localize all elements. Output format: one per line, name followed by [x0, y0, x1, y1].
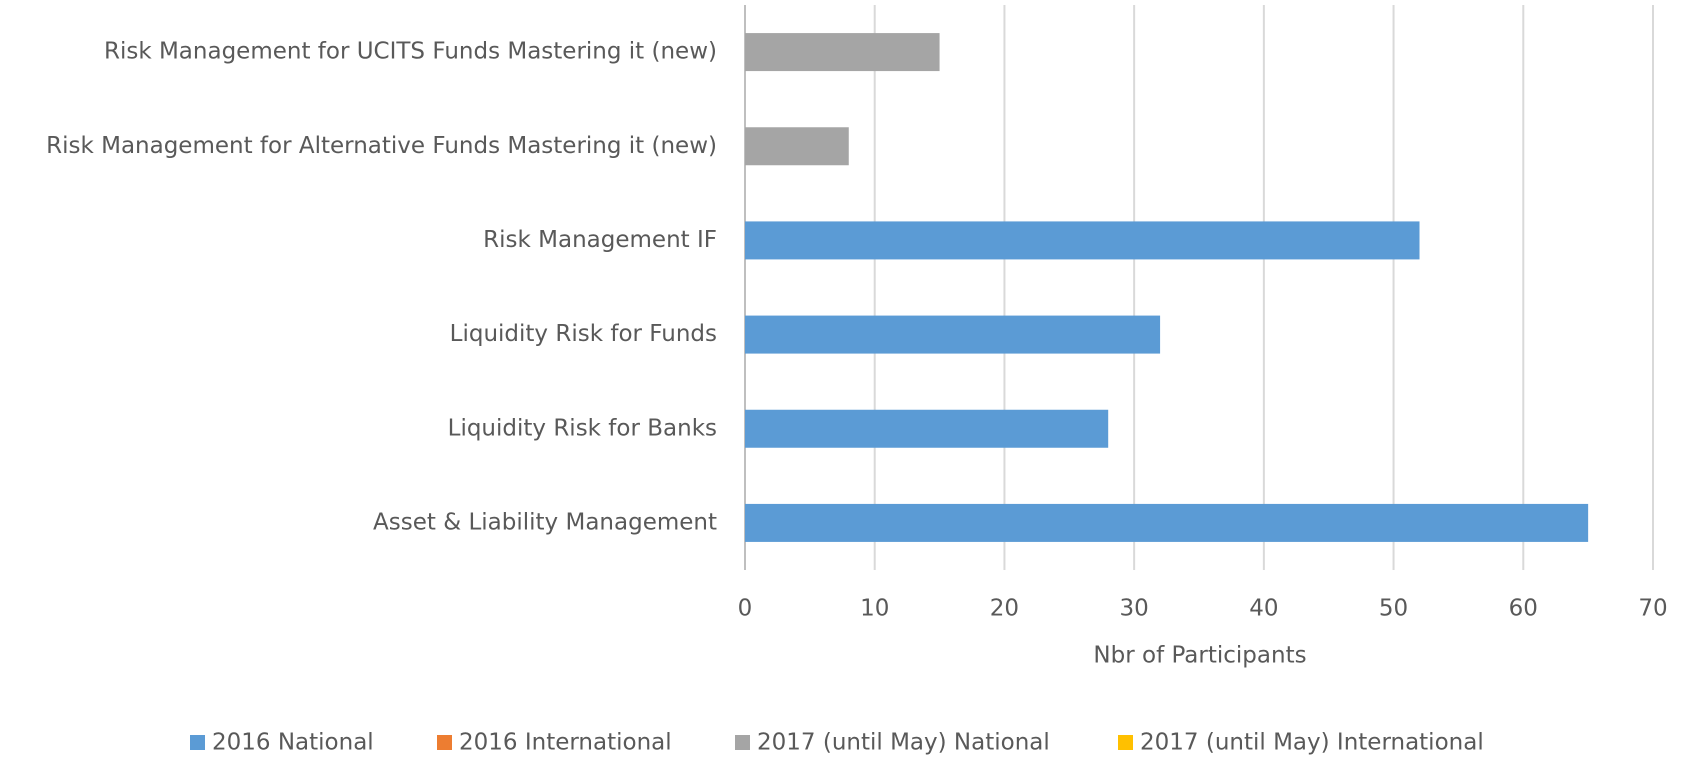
legend-label: 2017 (until May) National [757, 730, 1050, 756]
legend-label: 2016 National [212, 730, 374, 756]
bar [745, 409, 1109, 448]
x-tick-label: 70 [1638, 596, 1667, 622]
bar [745, 127, 849, 166]
y-tick-label: Risk Management for UCITS Funds Masterin… [104, 39, 717, 65]
legend-label: 2016 International [459, 730, 672, 756]
legend-label: 2017 (until May) International [1140, 730, 1484, 756]
bar [745, 221, 1420, 260]
y-tick-label: Liquidity Risk for Funds [450, 321, 717, 347]
y-tick-label: Risk Management for Alternative Funds Ma… [46, 133, 717, 159]
legend-swatch [1118, 735, 1133, 750]
x-tick-label: 60 [1509, 596, 1538, 622]
bar [745, 315, 1161, 354]
x-tick-label: 50 [1379, 596, 1408, 622]
x-axis-label: Nbr of Participants [1093, 643, 1306, 669]
x-tick-label: 40 [1249, 596, 1278, 622]
x-tick-label: 0 [738, 596, 753, 622]
legend-swatch [190, 735, 205, 750]
x-tick-label: 10 [860, 596, 889, 622]
bar [745, 33, 940, 72]
bar [745, 503, 1589, 542]
legend-swatch [437, 735, 452, 750]
x-tick-label: 30 [1120, 596, 1149, 622]
y-tick-label: Risk Management IF [483, 227, 717, 253]
legend-swatch [735, 735, 750, 750]
y-tick-label: Asset & Liability Management [373, 509, 717, 535]
x-tick-label: 20 [990, 596, 1019, 622]
y-tick-label: Liquidity Risk for Banks [448, 415, 717, 441]
